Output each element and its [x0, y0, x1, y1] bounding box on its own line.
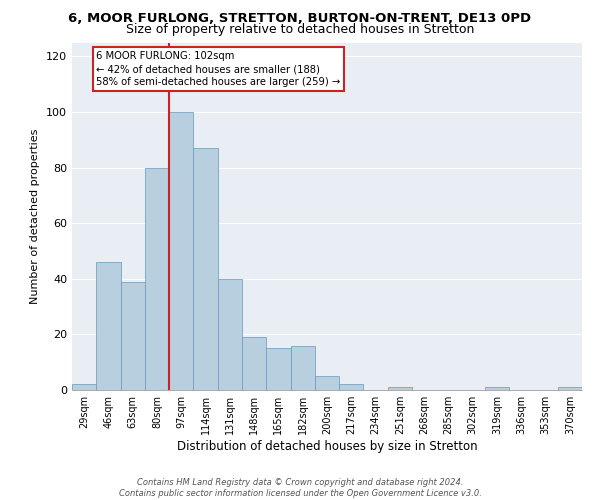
- X-axis label: Distribution of detached houses by size in Stretton: Distribution of detached houses by size …: [176, 440, 478, 453]
- Text: Size of property relative to detached houses in Stretton: Size of property relative to detached ho…: [126, 22, 474, 36]
- Text: 6 MOOR FURLONG: 102sqm
← 42% of detached houses are smaller (188)
58% of semi-de: 6 MOOR FURLONG: 102sqm ← 42% of detached…: [96, 51, 341, 87]
- Bar: [242, 337, 266, 390]
- Y-axis label: Number of detached properties: Number of detached properties: [31, 128, 40, 304]
- Bar: [315, 376, 339, 390]
- Bar: [558, 387, 582, 390]
- Bar: [193, 148, 218, 390]
- Bar: [266, 348, 290, 390]
- Text: 6, MOOR FURLONG, STRETTON, BURTON-ON-TRENT, DE13 0PD: 6, MOOR FURLONG, STRETTON, BURTON-ON-TRE…: [68, 12, 532, 26]
- Bar: [290, 346, 315, 390]
- Text: Contains HM Land Registry data © Crown copyright and database right 2024.
Contai: Contains HM Land Registry data © Crown c…: [119, 478, 481, 498]
- Bar: [388, 387, 412, 390]
- Bar: [339, 384, 364, 390]
- Bar: [145, 168, 169, 390]
- Bar: [72, 384, 96, 390]
- Bar: [96, 262, 121, 390]
- Bar: [121, 282, 145, 390]
- Bar: [485, 387, 509, 390]
- Bar: [218, 279, 242, 390]
- Bar: [169, 112, 193, 390]
